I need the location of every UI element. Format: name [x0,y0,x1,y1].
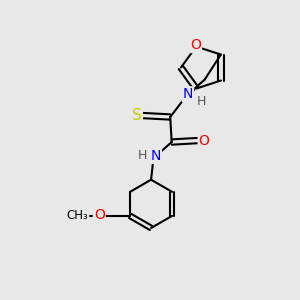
Text: S: S [132,108,142,123]
Text: H: H [138,149,147,162]
Text: O: O [199,134,209,148]
Text: O: O [94,208,105,222]
Text: N: N [183,87,193,101]
Text: O: O [190,38,201,52]
Text: CH₃: CH₃ [67,209,88,222]
Text: H: H [197,94,206,108]
Text: N: N [151,149,161,163]
